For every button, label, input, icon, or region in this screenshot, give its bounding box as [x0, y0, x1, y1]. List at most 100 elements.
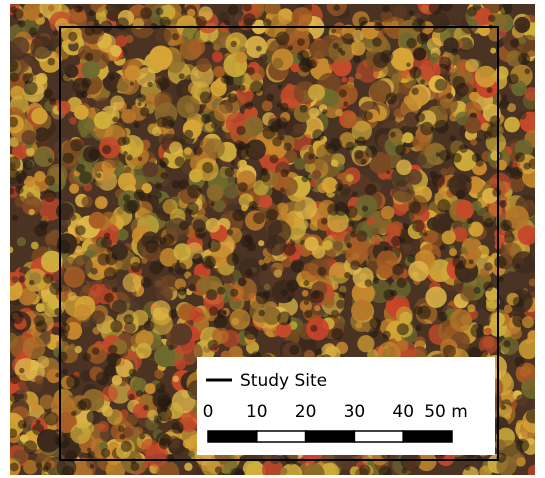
shadow [503, 340, 510, 347]
shadow [163, 234, 174, 245]
tree-crown [31, 242, 39, 250]
tree-crown [242, 314, 250, 322]
shadow [104, 293, 114, 303]
shadow [228, 93, 238, 103]
shadow [239, 85, 246, 92]
shadow [221, 75, 230, 84]
tree-crown [463, 208, 472, 217]
shadow [281, 169, 289, 177]
tree-crown [280, 468, 287, 475]
tree-crown [10, 86, 24, 100]
shadow [492, 188, 501, 197]
tree-crown [11, 276, 18, 283]
tree-crown [464, 117, 480, 133]
shadow [354, 150, 364, 160]
tree-crown [381, 206, 395, 220]
shadow [499, 200, 506, 207]
shadow [348, 220, 354, 226]
shadow [529, 159, 540, 170]
shadow [56, 435, 70, 449]
shadow [451, 48, 458, 55]
shadow [516, 439, 529, 452]
tree-crown [239, 160, 247, 168]
shadow [156, 8, 164, 16]
shadow [297, 38, 305, 46]
shadow [148, 194, 152, 198]
shadow [331, 310, 339, 318]
shadow [43, 190, 56, 203]
shadow [525, 68, 531, 74]
shadow [166, 454, 174, 462]
tree-crown [243, 116, 263, 136]
shadow [510, 167, 523, 180]
tree-crown [34, 148, 53, 167]
shadow [215, 466, 222, 473]
shadow [147, 82, 152, 87]
shadow [83, 353, 92, 362]
shadow [154, 191, 162, 199]
shadow [487, 87, 493, 93]
shadow [179, 221, 188, 230]
tree-crown [30, 36, 53, 59]
shadow [386, 93, 398, 105]
shadow [123, 151, 128, 156]
shadow [284, 143, 292, 151]
shadow [128, 394, 135, 401]
shadow [370, 318, 382, 330]
shadow [209, 306, 219, 316]
tree-crown [512, 251, 535, 274]
shadow [300, 105, 308, 113]
shadow [253, 212, 265, 224]
shadow [104, 267, 117, 280]
tree-crown [169, 142, 182, 155]
shadow [42, 466, 48, 472]
shadow [134, 189, 145, 200]
tree-crown [82, 196, 93, 207]
shadow [118, 425, 124, 431]
tree-crown [293, 124, 304, 135]
shadow [44, 412, 58, 426]
shadow [436, 152, 441, 157]
tree-crown [264, 256, 271, 263]
shadow [450, 135, 456, 141]
tree-crown [175, 359, 186, 370]
shadow [159, 398, 172, 411]
shadow [513, 297, 524, 308]
shadow [206, 289, 217, 300]
shadow [502, 95, 507, 100]
shadow [77, 6, 83, 12]
shadow [291, 259, 304, 272]
tree-crown [235, 14, 243, 22]
shadow [160, 157, 169, 166]
shadow [167, 120, 174, 127]
shadow [373, 278, 379, 284]
shadow [217, 309, 226, 318]
shadow [499, 99, 509, 109]
shadow [263, 127, 276, 140]
tree-crown [392, 73, 402, 83]
shadow [202, 255, 216, 269]
tree-crown [120, 294, 127, 301]
tree-crown [118, 173, 136, 191]
tree-crown [157, 57, 170, 70]
scale-label: 10 [246, 402, 268, 422]
tree-crown [23, 1, 43, 21]
tree-crown [110, 45, 122, 57]
shadow [123, 194, 130, 201]
shadow [43, 274, 53, 284]
shadow [281, 289, 288, 296]
shadow [10, 393, 20, 403]
shadow [494, 256, 506, 268]
tree-crown [306, 318, 329, 341]
shadow [430, 171, 438, 179]
shadow [276, 32, 290, 46]
shadow [343, 101, 348, 106]
scale-label: 50 m [424, 402, 468, 422]
shadow [270, 155, 279, 164]
tree-crown [11, 37, 30, 56]
shadow [154, 415, 162, 423]
shadow [327, 204, 339, 216]
shadow [76, 164, 85, 173]
shadow [435, 79, 447, 91]
shadow [272, 137, 282, 147]
